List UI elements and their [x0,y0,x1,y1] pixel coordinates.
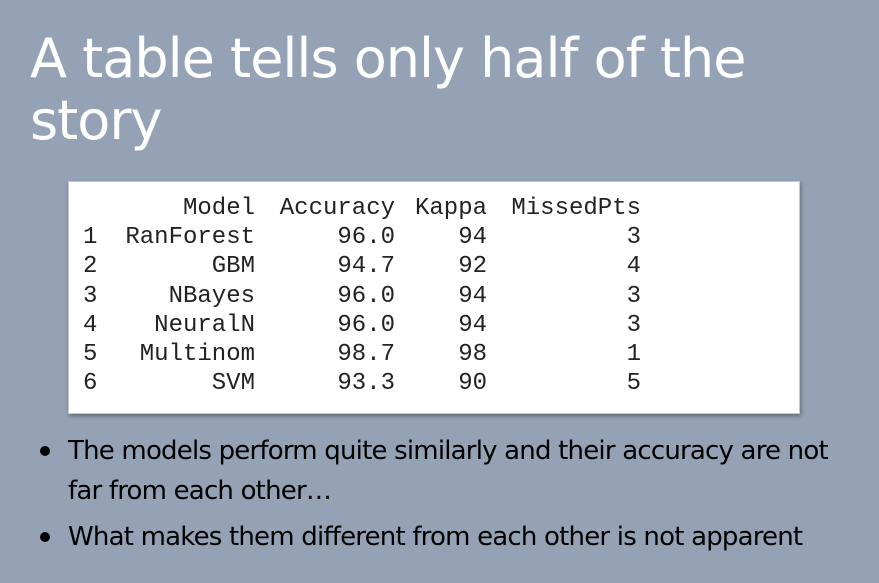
kappa-cell: 94 [458,311,487,339]
row-index: 5 [83,341,98,369]
bullet-text: The models perform quite similarly and t… [68,436,829,506]
header-model: Model [182,195,255,222]
bullet-item: The models perform quite similarly and t… [38,431,858,511]
row-index: 2 [83,253,98,281]
accuracy-cell: 96.0 [337,224,395,252]
kappa-cell: 92 [458,253,487,281]
table-header-row: Model Accuracy Kappa MissedPts [83,194,641,223]
kappa-cell: 98 [458,341,487,369]
results-table: Model Accuracy Kappa MissedPts 1 RanFore… [83,194,641,398]
model-cell: Multinom [139,341,255,369]
results-table-panel: Model Accuracy Kappa MissedPts 1 RanFore… [68,181,800,414]
accuracy-cell: 93.3 [337,370,395,398]
model-cell: GBM [211,253,255,281]
header-index [83,194,105,223]
table-row: 4 NeuralN 96.0 94 3 [83,311,641,340]
missedpts-cell: 1 [626,341,641,369]
accuracy-cell: 98.7 [337,341,395,369]
table-row: 5 Multinom 98.7 98 1 [83,340,641,369]
header-missedpts: MissedPts [511,195,641,222]
missedpts-cell: 3 [626,224,641,252]
row-index: 1 [83,224,98,252]
accuracy-cell: 94.7 [337,253,395,281]
bullet-text: What makes them different from each othe… [68,522,803,552]
header-accuracy: Accuracy [279,195,395,222]
accuracy-cell: 96.0 [337,311,395,339]
missedpts-cell: 5 [626,370,641,398]
kappa-cell: 94 [458,282,487,310]
bullet-item: What makes them different from each othe… [38,517,858,557]
bullet-list: The models perform quite similarly and t… [38,431,858,563]
model-cell: NeuralN [154,311,255,339]
missedpts-cell: 3 [626,311,641,339]
model-cell: RanForest [125,224,255,252]
table-row: 2 GBM 94.7 92 4 [83,252,641,281]
row-index: 4 [83,311,98,339]
model-cell: SVM [211,370,255,398]
missedpts-cell: 4 [626,253,641,281]
table-row: 6 SVM 93.3 90 5 [83,369,641,398]
kappa-cell: 94 [458,224,487,252]
kappa-cell: 90 [458,370,487,398]
accuracy-cell: 96.0 [337,282,395,310]
header-kappa: Kappa [414,195,487,222]
bullet-dot-icon [40,532,50,542]
row-index: 6 [83,370,98,398]
row-index: 3 [83,282,98,310]
model-cell: NBayes [168,282,255,310]
table-row: 1 RanForest 96.0 94 3 [83,223,641,252]
slide-title: A table tells only half of the story [30,27,746,152]
table-row: 3 NBayes 96.0 94 3 [83,282,641,311]
bullet-dot-icon [40,446,50,456]
missedpts-cell: 3 [626,282,641,310]
